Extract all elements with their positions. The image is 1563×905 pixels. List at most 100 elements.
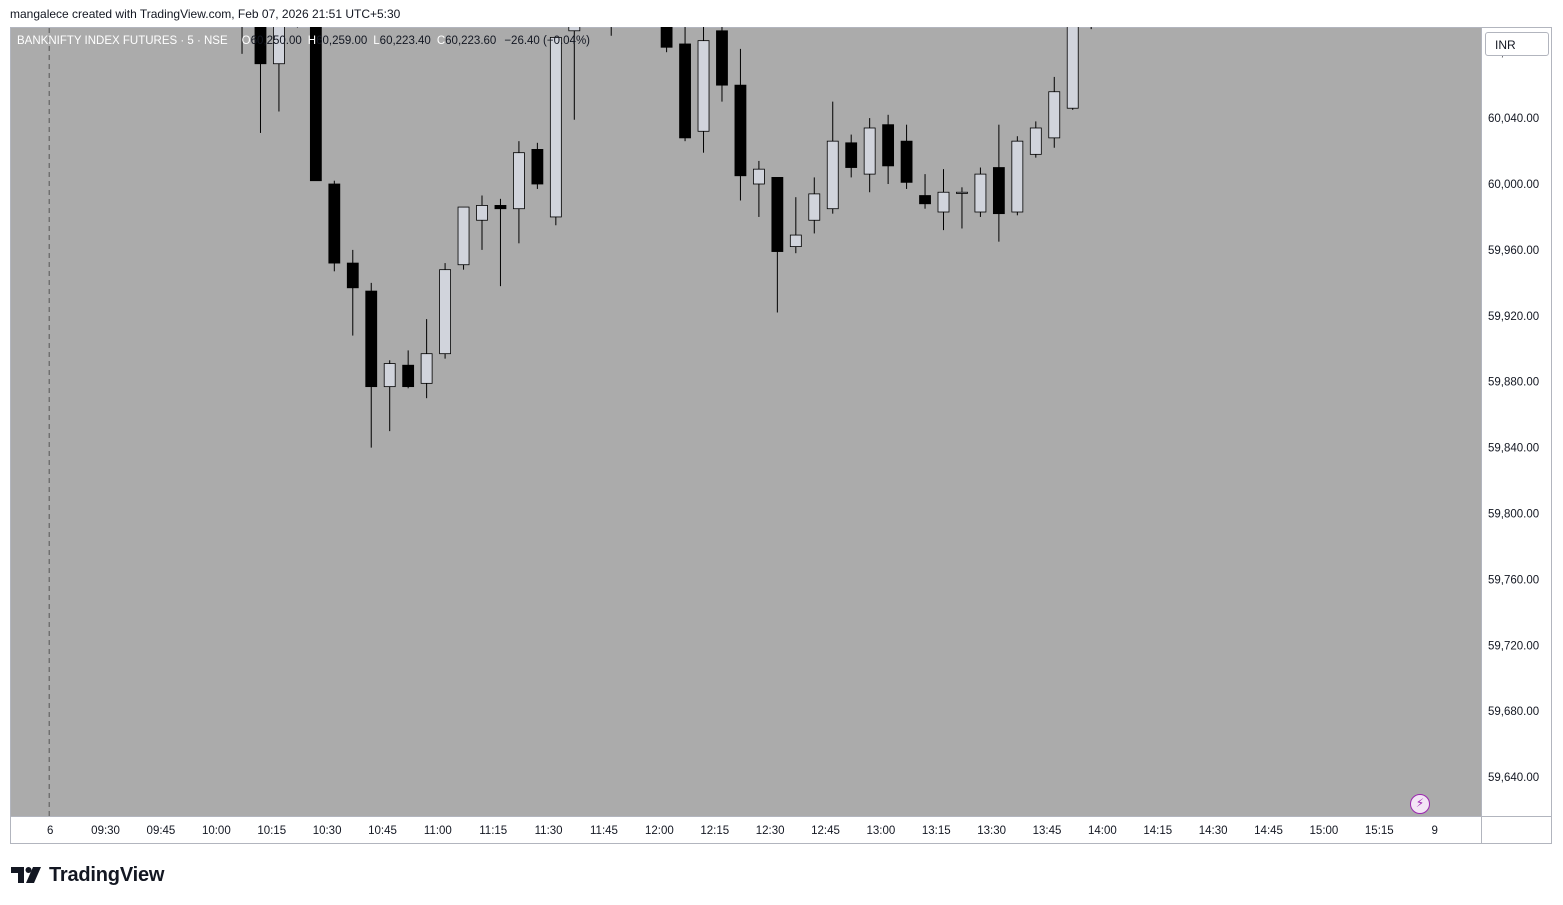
candle: [309, 27, 322, 182]
candle-body-up: [383, 363, 396, 388]
legend-open-label: O: [241, 35, 251, 47]
candle: [457, 206, 470, 270]
candle: [679, 27, 691, 142]
candle-body-down: [679, 43, 691, 139]
time-axis: 6 09:30 09:45 10:00 10:15 10:30 10:45 11:00 11:1…: [47, 825, 1438, 837]
price-tick-label: 59,840.00: [1488, 443, 1539, 455]
candle: [476, 195, 488, 250]
currency-selector[interactable]: INR: [1485, 32, 1549, 56]
candle: [346, 249, 359, 336]
time-tick-label: 9: [1431, 825, 1437, 837]
candle-body-up: [457, 206, 470, 266]
candle: [328, 180, 341, 272]
time-tick-label: 14:45: [1254, 825, 1283, 837]
candle: [974, 167, 987, 217]
time-tick-label: 14:00: [1088, 825, 1117, 837]
candle: [660, 27, 673, 53]
time-tick-label: 09:30: [91, 825, 120, 837]
time-tick-label: 13:15: [922, 825, 951, 837]
tradingview-logo-icon: [11, 867, 41, 883]
candle: [826, 101, 839, 214]
time-tick-label: 13:45: [1033, 825, 1062, 837]
time-tick-label: 09:45: [147, 825, 176, 837]
candle: [845, 134, 858, 178]
time-tick-label: 14:15: [1143, 825, 1172, 837]
legend-low-label: L: [373, 35, 380, 47]
candle: [1011, 136, 1024, 216]
price-tick-label: 60,000.00: [1488, 179, 1539, 191]
chart-frame[interactable]: R1S1 60,520.0060,480.0060,440.0060,400.0…: [10, 27, 1552, 844]
candle-body-up: [1066, 27, 1079, 109]
lightning-icon[interactable]: ⚡: [1410, 794, 1430, 814]
candle: [494, 198, 507, 287]
candle: [254, 27, 267, 133]
candle-body-down: [494, 205, 507, 210]
candle-body-down: [531, 149, 544, 185]
candle-body-down: [900, 140, 913, 183]
candle: [900, 124, 913, 189]
candle: [402, 350, 415, 389]
candle: [1029, 121, 1042, 158]
candle: [863, 118, 876, 193]
candle-body-up: [937, 191, 950, 213]
candlestick-chart[interactable]: R1S1 60,520.0060,480.0060,440.0060,400.0…: [10, 27, 1552, 844]
candle-body-up: [476, 205, 488, 221]
candle: [956, 187, 968, 229]
candle-body-down: [845, 142, 858, 168]
candle-body-down: [346, 262, 359, 289]
time-tick-label: 10:30: [313, 825, 342, 837]
time-tick-label: 11:00: [424, 825, 452, 837]
candle: [531, 142, 544, 189]
candle: [420, 319, 433, 399]
candle: [937, 169, 950, 231]
tradingview-logo-text: TradingView: [49, 863, 165, 886]
candle-body-down: [365, 290, 378, 388]
candle-body-up: [513, 152, 525, 210]
tradingview-logo: TradingView: [11, 864, 164, 886]
candle-body-up: [753, 168, 765, 185]
candle-body-up: [974, 173, 987, 213]
candle-body-up: [863, 127, 876, 175]
chart-legend: BANKNIFTY INDEX FUTURES · 5 · NSE O60,250…: [17, 35, 590, 47]
price-tick-label: 59,640.00: [1488, 772, 1539, 784]
candle-body-down: [402, 364, 415, 388]
legend-low-value: 60,223.40: [379, 35, 431, 47]
candle-body-down: [254, 27, 267, 65]
time-tick-label: 10:00: [202, 825, 231, 837]
candle-body-up: [273, 27, 285, 65]
candle: [734, 48, 747, 201]
price-tick-label: 59,960.00: [1488, 245, 1539, 257]
candle: [365, 282, 378, 448]
candle: [273, 27, 285, 112]
candle: [241, 27, 243, 54]
candle-body-down: [919, 195, 931, 205]
candle-body-down: [992, 167, 1005, 215]
candle: [771, 177, 784, 313]
time-tick-label: 12:15: [700, 825, 729, 837]
time-tick-label: 10:15: [257, 825, 286, 837]
candle-body-down: [716, 30, 728, 86]
candle-body-down: [882, 124, 895, 167]
candle-body-up: [789, 234, 802, 248]
price-tick-label: 59,680.00: [1488, 706, 1539, 718]
candle-body-down: [771, 177, 784, 252]
candle-body-up: [1048, 91, 1061, 139]
chart-credit: mangalece created with TradingView.com, …: [10, 7, 401, 21]
candle-body-up: [956, 191, 968, 194]
candle-body-down: [309, 27, 322, 182]
time-tick-label: 15:00: [1310, 825, 1339, 837]
time-tick-label: 11:45: [590, 825, 618, 837]
candle: [697, 27, 710, 153]
legend-change: −26.40 (−0.04%): [504, 35, 590, 47]
time-tick-label: 12:00: [645, 825, 674, 837]
candle-body-up: [808, 193, 821, 221]
legend-close-label: C: [436, 35, 446, 47]
legend-high-value: 60,259.00: [316, 35, 368, 47]
time-tick-label: 11:15: [479, 825, 507, 837]
candle-body-up: [420, 353, 433, 384]
price-tick-label: 59,760.00: [1488, 574, 1539, 586]
price-tick-label: 59,800.00: [1488, 509, 1539, 521]
legend-high-label: H: [307, 35, 317, 47]
time-tick-label: 14:30: [1199, 825, 1228, 837]
candle: [513, 141, 525, 244]
